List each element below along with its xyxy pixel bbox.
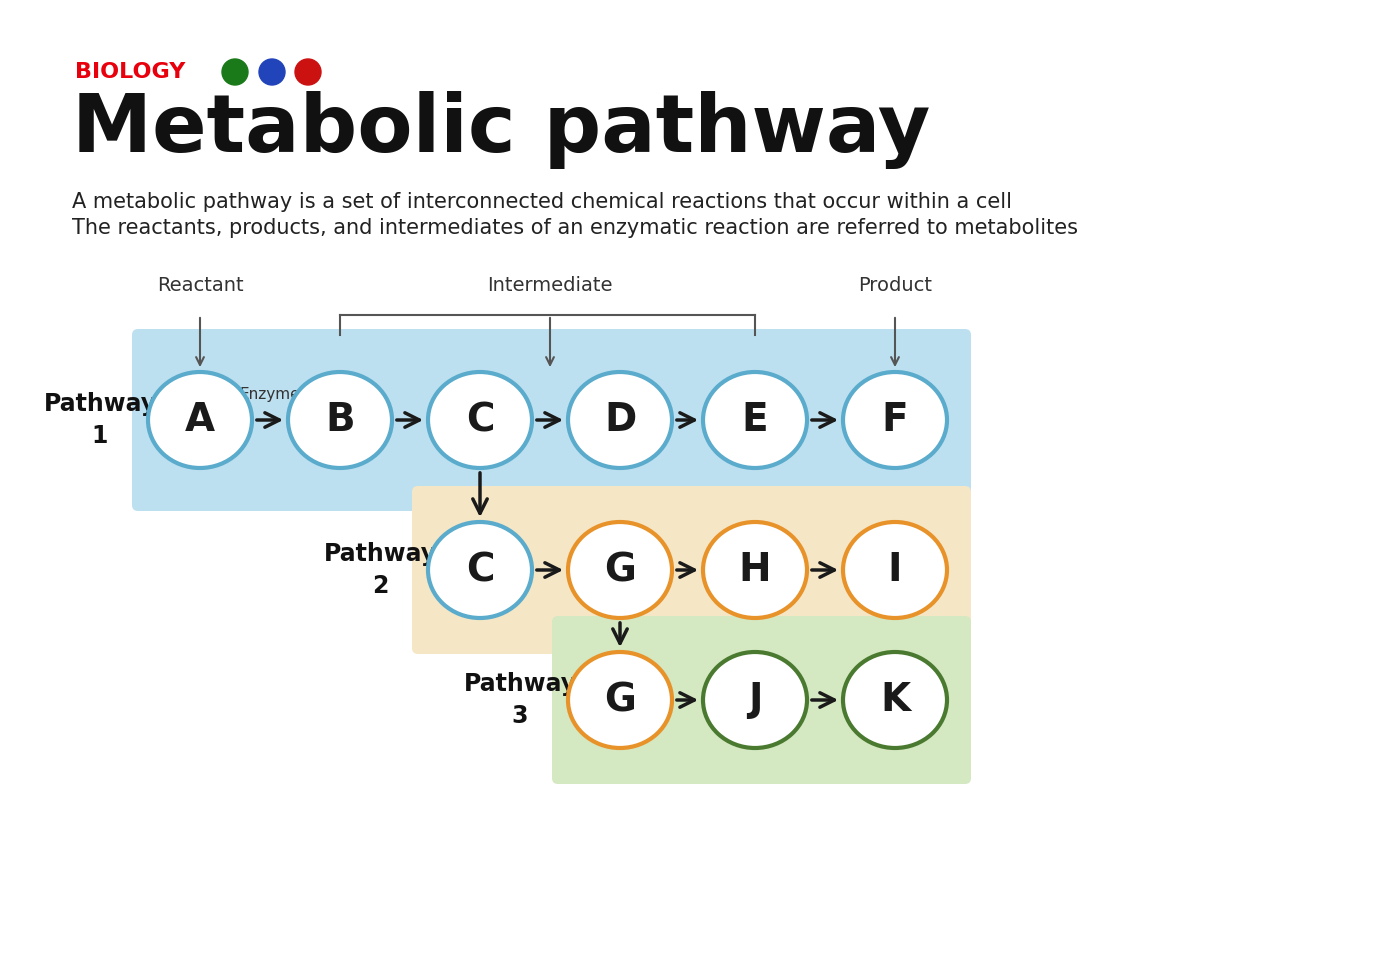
Text: G: G [604, 551, 636, 589]
Text: B: B [326, 401, 355, 439]
Text: Pathway
3: Pathway 3 [463, 672, 577, 728]
Text: Pathway
1: Pathway 1 [43, 392, 157, 448]
Ellipse shape [428, 522, 532, 618]
Text: G: G [604, 681, 636, 719]
Text: E: E [742, 401, 768, 439]
Text: Product: Product [858, 276, 931, 295]
Text: C: C [466, 551, 495, 589]
Ellipse shape [703, 372, 807, 468]
Text: A: A [184, 401, 215, 439]
Text: A metabolic pathway is a set of interconnected chemical reactions that occur wit: A metabolic pathway is a set of intercon… [72, 192, 1012, 212]
Ellipse shape [288, 372, 392, 468]
Ellipse shape [843, 372, 947, 468]
FancyBboxPatch shape [132, 329, 972, 511]
Text: Pathway
2: Pathway 2 [323, 542, 437, 598]
Text: K: K [880, 681, 911, 719]
Ellipse shape [568, 522, 672, 618]
Text: Metabolic pathway: Metabolic pathway [72, 91, 930, 169]
Circle shape [222, 59, 248, 85]
Text: F: F [881, 401, 908, 439]
FancyBboxPatch shape [412, 486, 972, 654]
Ellipse shape [703, 522, 807, 618]
Ellipse shape [568, 372, 672, 468]
Text: J: J [748, 681, 762, 719]
Text: H: H [739, 551, 772, 589]
FancyBboxPatch shape [552, 616, 972, 784]
Ellipse shape [843, 652, 947, 748]
Text: BIOLOGY: BIOLOGY [75, 62, 186, 82]
Text: D: D [604, 401, 636, 439]
Text: The reactants, products, and intermediates of an enzymatic reaction are referred: The reactants, products, and intermediat… [72, 218, 1078, 238]
Text: Reactant: Reactant [157, 276, 244, 295]
Ellipse shape [568, 652, 672, 748]
Text: Enzyme: Enzyme [240, 387, 301, 402]
Ellipse shape [843, 522, 947, 618]
Ellipse shape [703, 652, 807, 748]
Text: Intermediate: Intermediate [488, 276, 613, 295]
Ellipse shape [148, 372, 252, 468]
Circle shape [259, 59, 286, 85]
Text: I: I [888, 551, 902, 589]
Text: C: C [466, 401, 495, 439]
Ellipse shape [428, 372, 532, 468]
Circle shape [295, 59, 322, 85]
